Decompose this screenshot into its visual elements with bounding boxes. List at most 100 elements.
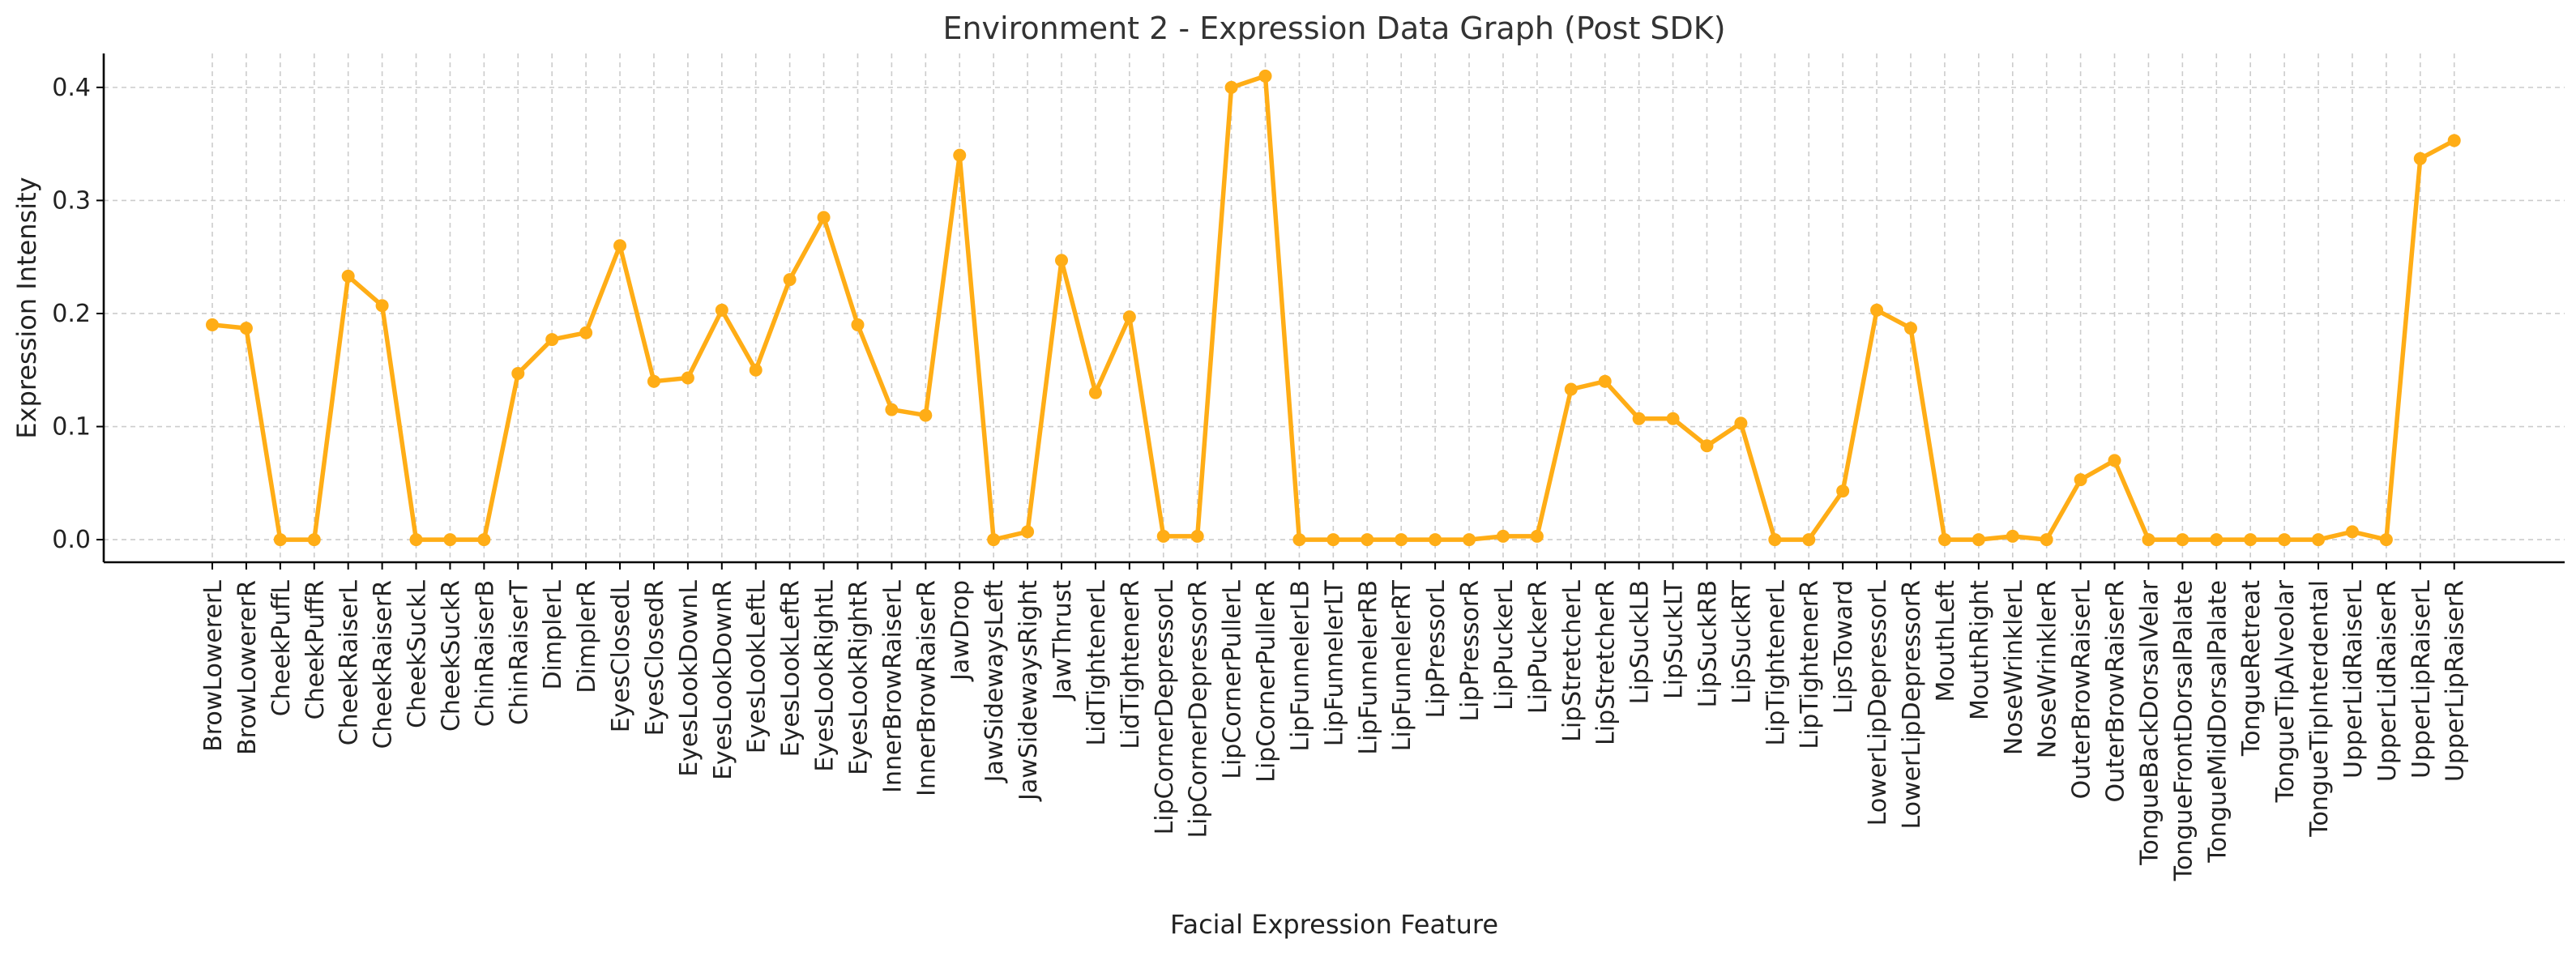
x-tick-label: CheekSuckR [437,580,465,732]
grid [104,53,2565,562]
data-point [1904,322,1917,335]
data-point [2379,533,2393,547]
data-point [511,366,525,380]
x-tick-label: LowerLipDepressorL [1864,580,1892,826]
data-point [545,333,559,347]
data-point [1836,484,1850,498]
data-point [2345,525,2359,539]
x-tick-label: LipCornerPullerL [1219,580,1247,779]
x-tick-label: EyesClosedR [641,580,669,736]
data-point [1463,533,1476,547]
data-point [1870,303,1884,317]
x-tick-label: UpperLipRaiserR [2441,580,2470,782]
x-tick-label: EyesLookRightL [811,580,839,772]
data-point [1666,412,1680,425]
y-tick-label: 0.1 [52,413,91,442]
data-point [2278,533,2292,547]
data-point [1361,533,1374,547]
data-point [1021,525,1035,539]
data-point [1632,412,1646,425]
data-point [1700,439,1714,453]
data-point [206,318,219,331]
x-tick-label: UpperLidRaiserR [2373,580,2402,782]
x-tick-label: LipCornerPullerR [1253,580,1281,783]
x-tick-label: LipTightenerL [1762,580,1790,746]
axes [102,53,2565,564]
data-point [273,533,287,547]
x-axis-ticks: BrowLowererL BrowLowererR CheekPuffL CheekP… [199,562,2470,881]
chart-title: Environment 2 - Expression Data Graph (P… [942,11,1725,46]
x-tick-label: BrowLowererR [233,580,262,755]
data-point [2447,134,2461,147]
x-tick-label: EyesLookLeftL [743,580,771,754]
data-point [1734,416,1748,430]
x-tick-label: NoseWrinklerL [2000,580,2028,755]
data-point [1972,533,1985,547]
y-tick-label: 0.4 [52,74,91,102]
x-tick-label: EyesClosedL [607,580,635,733]
data-point [2040,533,2053,547]
data-point [1530,529,1544,543]
x-tick-label: TongueMidDorsalPalate [2203,580,2232,864]
y-axis-title: Expression Intensity [11,177,42,438]
data-point [1802,533,1816,547]
x-axis-title: Facial Expression Feature [1170,909,1498,940]
x-tick-label: LipStretcherL [1558,580,1587,742]
x-tick-label: TongueRetreat [2237,580,2266,757]
data-point [2006,529,2019,543]
x-tick-label: EyesLookRightR [844,580,873,775]
x-tick-label: CheekPuffR [301,580,330,719]
data-point [375,299,389,313]
data-point [1122,310,1136,324]
x-tick-label: LipPuckerR [1524,580,1553,714]
x-tick-label: EyesLookDownL [675,580,703,777]
data-point [681,371,694,385]
data-point [1598,374,1612,388]
x-tick-label: LipSuckLB [1626,580,1655,704]
data-point [715,303,728,317]
x-tick-label: LipSuckRB [1694,580,1722,707]
x-tick-label: CheekRaiserL [335,580,364,746]
x-tick-label: OuterBrowRaiserR [2102,580,2130,803]
x-tick-label: LidTightenerL [1083,580,1111,746]
y-tick-label: 0.2 [52,300,91,328]
data-point [2312,533,2326,547]
data-point [341,269,355,283]
x-tick-label: UpperLidRaiserL [2339,580,2368,779]
data-point [2142,533,2155,547]
x-tick-label: LipSuckLT [1660,579,1689,699]
x-tick-label: ChinRaiserT [505,579,533,725]
x-tick-label: LipFunnelerRB [1354,580,1382,755]
data-point [1937,533,1951,547]
x-tick-label: DimplerL [539,580,567,690]
data-point [1395,533,1408,547]
data-point [953,148,967,162]
data-point [647,374,660,388]
x-tick-label: DimplerR [573,580,601,694]
data-point [749,363,763,377]
data-point [885,403,899,416]
x-tick-label: CheekSuckL [404,580,432,728]
x-tick-label: CheekRaiserR [370,580,398,749]
x-tick-label: LipTightenerR [1796,580,1824,749]
data-point [987,533,1001,547]
data-point [579,326,593,339]
x-tick-label: InnerBrowRaiserR [912,580,941,796]
data-point [1496,529,1510,543]
data-point [1292,533,1306,547]
x-tick-label: TongueTipAlveolar [2271,579,2300,803]
x-tick-label: LipPressorL [1422,580,1450,719]
x-tick-label: TongueFrontDorsalPalate [2169,580,2198,881]
y-axis-ticks: 0.0 0.1 0.2 0.3 0.4 [52,74,104,554]
x-tick-label: MouthRight [1966,580,1994,720]
x-tick-label: LipStretcherR [1592,580,1621,745]
data-point [2244,533,2258,547]
x-tick-label: LipFunnelerRT [1388,579,1416,751]
data-point [1088,386,1102,399]
data-point [1429,533,1442,547]
data-point [1190,529,1204,543]
data-point [613,239,627,253]
x-tick-label: MouthLeft [1932,580,1960,702]
